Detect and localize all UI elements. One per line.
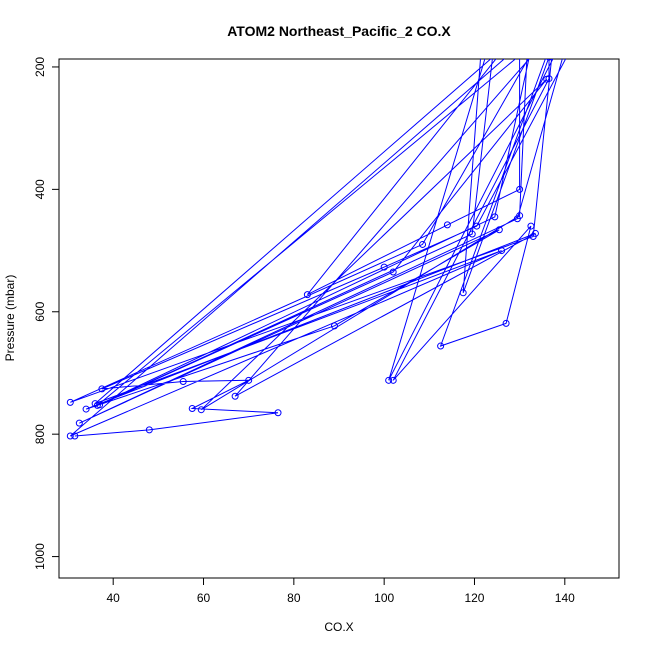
data-point bbox=[330, 322, 338, 330]
x-axis-label: CO.X bbox=[324, 620, 353, 634]
x-tick-label: 140 bbox=[555, 591, 575, 605]
data-point bbox=[66, 432, 74, 440]
y-tick-label: 400 bbox=[33, 179, 47, 199]
data-point bbox=[380, 263, 388, 271]
data-point bbox=[498, 247, 506, 255]
x-tick-label: 40 bbox=[107, 591, 121, 605]
plot-area bbox=[66, 59, 567, 440]
data-point bbox=[502, 319, 510, 327]
y-axis-label: Pressure (mbar) bbox=[3, 275, 17, 362]
data-point bbox=[419, 240, 427, 248]
data-point bbox=[197, 406, 205, 414]
data-point bbox=[91, 400, 99, 408]
y-axis: 200 400 600 800 1000 bbox=[33, 57, 60, 570]
data-point bbox=[495, 226, 503, 234]
data-point bbox=[468, 230, 476, 238]
data-point bbox=[303, 291, 311, 299]
data-point bbox=[274, 409, 282, 417]
data-point bbox=[145, 426, 153, 434]
x-axis: 40 60 80 100 120 140 bbox=[107, 577, 575, 605]
data-point bbox=[459, 289, 467, 297]
data-point bbox=[546, 59, 552, 61]
y-tick-label: 800 bbox=[33, 424, 47, 444]
data-point bbox=[71, 432, 79, 440]
data-point bbox=[437, 342, 445, 350]
data-point bbox=[491, 213, 499, 221]
data-point bbox=[188, 404, 196, 412]
data-point bbox=[98, 385, 106, 393]
data-point bbox=[443, 221, 451, 229]
y-tick-label: 1000 bbox=[33, 543, 47, 570]
data-point bbox=[231, 392, 239, 400]
chart-title: ATOM2 Northeast_Pacific_2 CO.X bbox=[227, 23, 451, 39]
data-point bbox=[531, 229, 539, 237]
data-point bbox=[96, 401, 104, 409]
data-point bbox=[245, 376, 253, 384]
data-point bbox=[516, 212, 524, 220]
data-point bbox=[389, 268, 397, 276]
data-point bbox=[516, 185, 524, 193]
data-point bbox=[543, 75, 551, 83]
y-tick-label: 200 bbox=[33, 57, 47, 77]
x-tick-label: 80 bbox=[287, 591, 301, 605]
data-point bbox=[75, 419, 83, 427]
x-tick-label: 100 bbox=[374, 591, 394, 605]
x-tick-label: 120 bbox=[464, 591, 484, 605]
data-point bbox=[527, 222, 535, 230]
y-tick-label: 600 bbox=[33, 301, 47, 321]
data-point bbox=[385, 376, 393, 384]
data-point bbox=[66, 398, 74, 406]
data-point bbox=[82, 405, 90, 413]
data-point bbox=[389, 376, 397, 384]
data-point bbox=[473, 222, 481, 230]
x-tick-label: 60 bbox=[197, 591, 211, 605]
data-point bbox=[179, 378, 187, 386]
series-points bbox=[66, 59, 553, 440]
